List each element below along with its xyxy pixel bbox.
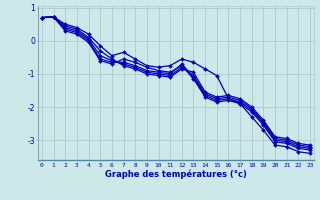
X-axis label: Graphe des températures (°c): Graphe des températures (°c) <box>105 170 247 179</box>
